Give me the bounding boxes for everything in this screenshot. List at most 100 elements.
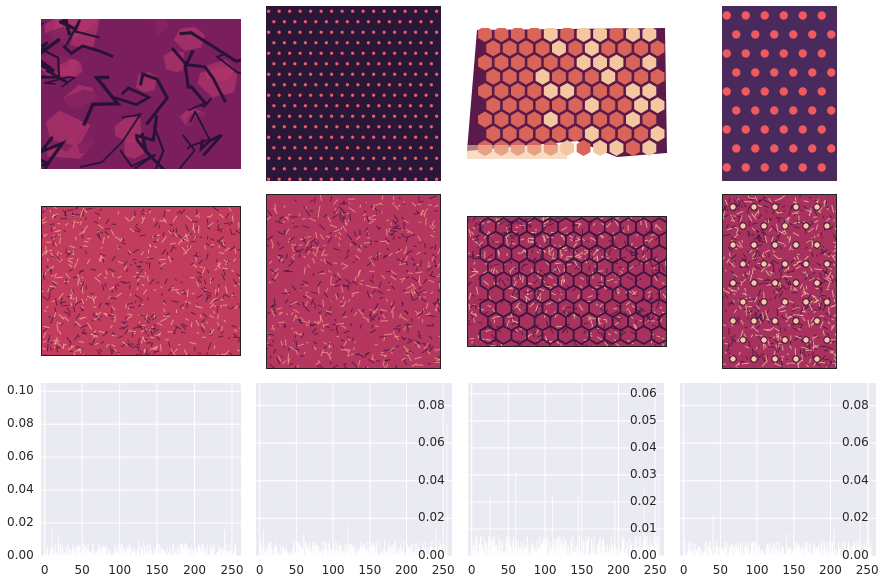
histogram-bar <box>284 550 286 556</box>
histogram-bar <box>301 548 303 556</box>
histogram-bar <box>156 552 158 556</box>
histogram-bar <box>731 542 732 556</box>
histogram-bar <box>703 542 705 556</box>
histogram-bar <box>789 548 790 556</box>
histogram-bar <box>658 474 660 556</box>
histogram-bar <box>375 552 377 556</box>
histogram-bar <box>280 553 282 556</box>
histogram-bar <box>571 543 572 556</box>
histogram-bar <box>524 547 525 556</box>
histogram-bar <box>624 538 626 556</box>
histogram-bar <box>847 548 848 556</box>
x-tick-label: 250 <box>643 563 667 577</box>
histogram-bar <box>626 548 627 556</box>
histogram-bar <box>524 548 526 556</box>
histogram-bar <box>108 550 110 556</box>
histogram-bar <box>377 554 379 556</box>
histogram-bar <box>393 555 395 556</box>
histogram-bar <box>269 549 271 556</box>
histogram-bar <box>218 543 219 556</box>
histogram-bar <box>431 541 432 556</box>
histogram-bar <box>68 553 70 556</box>
histogram-bar <box>265 551 266 556</box>
histogram-bar <box>715 547 717 556</box>
histogram-bar <box>788 546 790 556</box>
histogram-bar <box>384 549 386 556</box>
histogram-bar <box>403 541 404 556</box>
y-tick-label: 0.02 <box>418 510 445 525</box>
histogram-bar <box>293 541 295 556</box>
histogram-bar <box>173 555 175 556</box>
histogram-bar <box>868 383 870 556</box>
histogram-bar <box>384 541 385 556</box>
histogram-bar <box>69 548 71 556</box>
histogram-bar <box>53 554 55 556</box>
histogram-bar <box>511 551 513 556</box>
histogram-bar <box>771 549 773 556</box>
histogram-bar <box>824 542 826 556</box>
histogram-bar <box>65 553 67 556</box>
histogram-bar <box>436 550 438 556</box>
histogram-bar <box>99 550 101 556</box>
y-tick-label: 0.08 <box>842 397 869 412</box>
histogram-bar <box>645 536 647 556</box>
histogram-bar <box>575 551 577 556</box>
histogram-bar <box>210 550 212 556</box>
histogram-bar <box>654 549 655 556</box>
histogram-bar <box>599 535 601 556</box>
histogram-bar <box>810 543 812 556</box>
histogram-bar <box>830 549 831 556</box>
y-tick-label: 0.03 <box>630 466 657 481</box>
histogram-bar <box>125 552 127 556</box>
histogram-bar <box>182 543 183 556</box>
histogram-bar <box>735 543 737 556</box>
histogram-bar <box>75 548 77 556</box>
histogram-bar <box>604 553 606 556</box>
histogram-bar <box>276 554 278 556</box>
histogram-bar <box>189 548 191 556</box>
histogram-bar <box>634 550 636 556</box>
y-tick-label: 0.04 <box>630 439 657 454</box>
histogram-bar <box>49 551 51 556</box>
histogram-bar <box>262 529 264 556</box>
histogram-bar <box>431 541 433 556</box>
histogram-bar <box>188 549 190 556</box>
histogram-bar <box>209 553 210 556</box>
histogram-bar <box>211 546 213 556</box>
histogram-bar <box>523 542 525 556</box>
histogram-bar <box>368 553 370 556</box>
histogram-bar <box>550 552 552 556</box>
histogram-1 <box>41 383 241 556</box>
histogram-bar <box>164 551 166 556</box>
histogram-bar <box>166 554 168 556</box>
histogram-bar <box>552 548 554 556</box>
histogram-bar <box>366 542 368 556</box>
histogram-bar <box>214 555 216 556</box>
histogram-bar <box>340 551 342 556</box>
histogram-bar <box>617 555 619 556</box>
histogram-bar <box>264 551 266 556</box>
histogram-bar <box>778 541 780 556</box>
histogram-bar <box>869 546 871 556</box>
histogram-bar <box>722 549 724 556</box>
histogram-bar <box>193 555 195 556</box>
histogram-bar <box>642 550 644 556</box>
histogram-bar <box>178 548 180 556</box>
histogram-bar <box>521 545 523 556</box>
histogram-bar <box>479 543 481 556</box>
histogram-bar <box>424 547 426 556</box>
histogram-bar <box>731 545 733 556</box>
histogram-bar <box>823 541 825 556</box>
histogram-bar <box>83 543 85 556</box>
histogram-bar <box>57 551 58 556</box>
histogram-bar <box>418 546 420 556</box>
histogram-bar <box>318 553 320 556</box>
histogram-bar <box>142 542 144 556</box>
histogram-bar <box>510 545 512 556</box>
histogram-bar <box>722 549 724 556</box>
histogram-bar <box>176 546 178 556</box>
histogram-bar <box>282 547 283 556</box>
histogram-bar <box>534 551 536 556</box>
histogram-bar <box>99 545 100 556</box>
histogram-bar <box>655 543 657 556</box>
